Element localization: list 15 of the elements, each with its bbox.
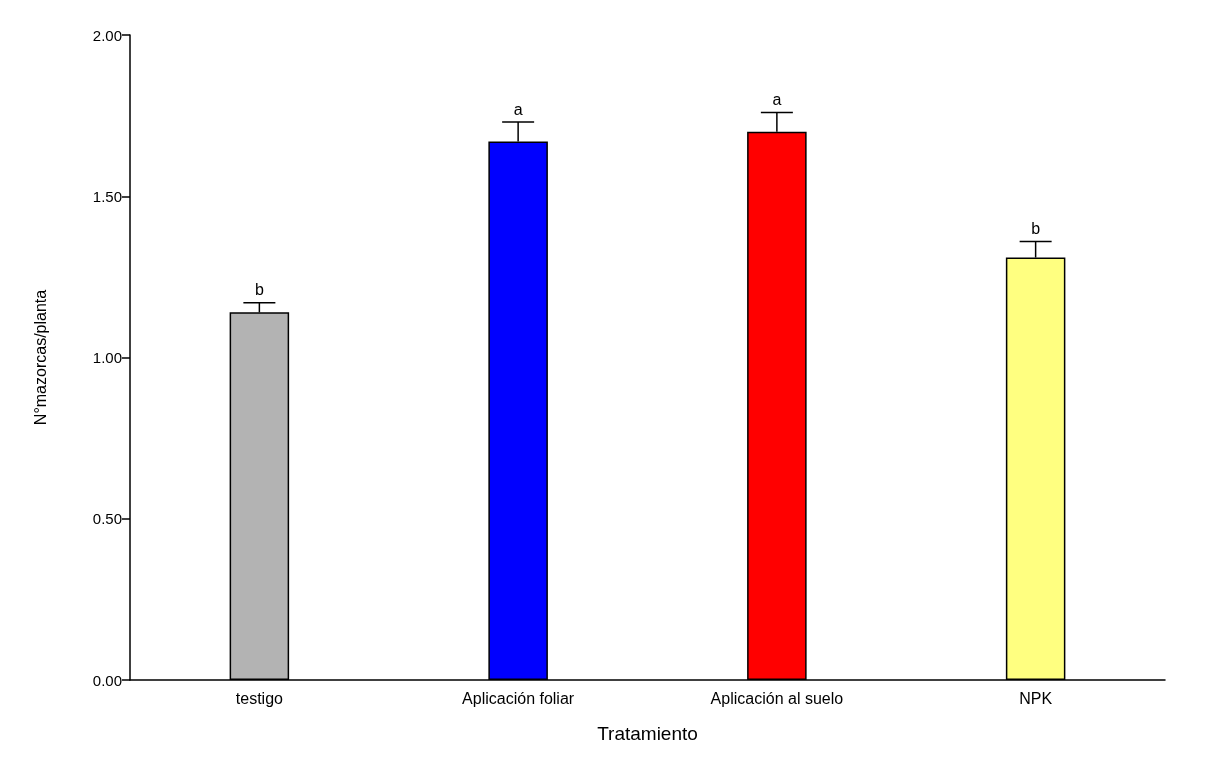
y-tick-label: 1.00 [92,349,122,366]
x-axis-title: Tratamiento [597,723,698,744]
y-axis-title: N°mazorcas/planta [31,289,49,426]
x-tick-label: Aplicación foliar [462,689,575,707]
y-tick-label: 0.00 [92,671,122,689]
x-tick-label: testigo [235,689,284,707]
annotation: a [772,90,782,108]
annotation: b [254,281,264,299]
y-tick-label: 1.50 [92,187,122,205]
annotation: a [513,100,523,118]
annotation: b [1031,219,1041,237]
y-tick-label: 2.00 [92,26,122,44]
x-tick-label: Aplicación al suelo [710,689,844,707]
y-tick-label: 0.50 [92,510,122,528]
x-tick-label: NPK [1019,689,1053,707]
